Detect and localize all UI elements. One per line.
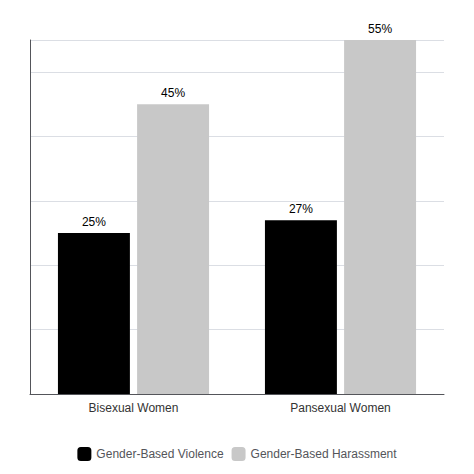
- svg-text:27%: 27%: [289, 202, 313, 216]
- svg-text:Pansexual Women: Pansexual Women: [290, 401, 391, 415]
- svg-text:Bisexual Women: Bisexual Women: [89, 401, 179, 415]
- svg-text:Gender-Based Violence: Gender-Based Violence: [96, 447, 224, 461]
- svg-text:45%: 45%: [161, 86, 185, 100]
- svg-text:25%: 25%: [82, 215, 106, 229]
- svg-text:55%: 55%: [368, 22, 392, 36]
- svg-text:Gender-Based Harassment: Gender-Based Harassment: [251, 447, 398, 461]
